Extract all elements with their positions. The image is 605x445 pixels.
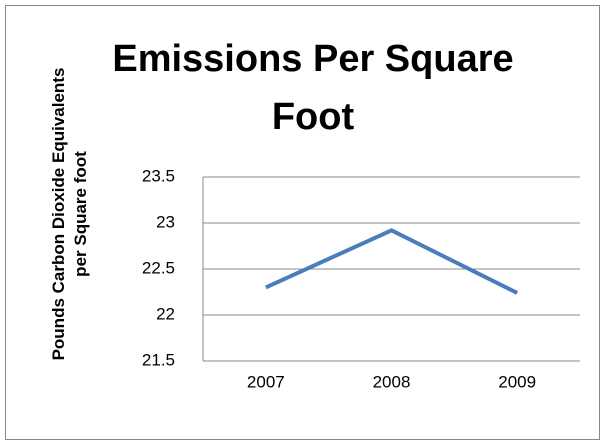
x-tick-label: 2007: [247, 372, 285, 391]
x-tick-label: 2009: [498, 372, 536, 391]
x-tick-label: 2008: [373, 372, 411, 391]
data-line: [265, 228, 519, 295]
chart-title: Emissions Per Square Foot: [112, 38, 514, 138]
y-tick-label: 21.5: [142, 350, 175, 369]
y-axis-label: Pounds Carbon Dioxide Equivalents per Sq…: [49, 67, 90, 361]
y-tick-label: 23: [156, 212, 175, 231]
y-tick-label: 23.5: [142, 166, 175, 185]
y-tick-label: 22.5: [142, 258, 175, 277]
y-tick-label: 22: [156, 304, 175, 323]
